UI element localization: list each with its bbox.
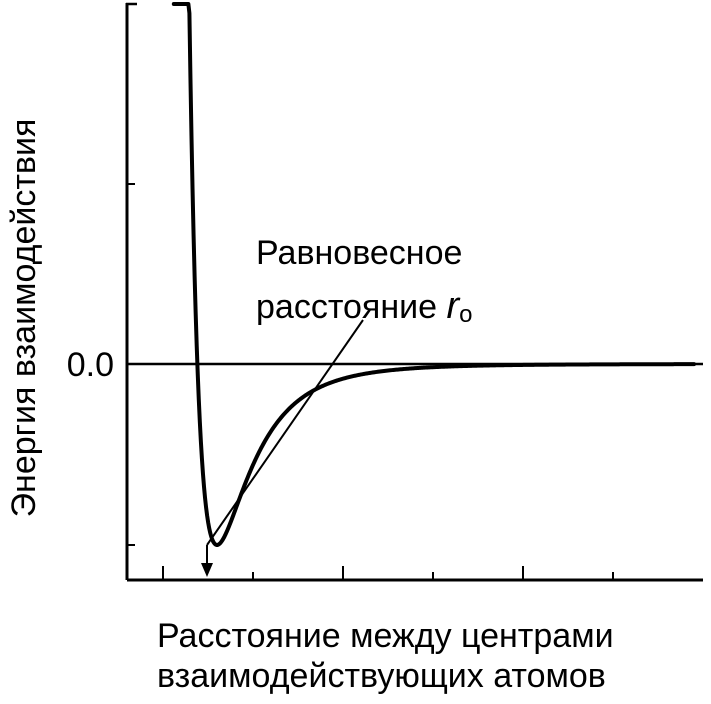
x-axis-label-line2: взаимодействующих атомов (157, 657, 606, 695)
annotation-subscript: o (459, 301, 472, 328)
annotation-symbol: r (446, 285, 460, 327)
annotation-line1: Равновесное (256, 234, 462, 272)
annotation-line2-text: расстояние (256, 288, 446, 326)
potential-curve-series (171, 2, 696, 547)
annotation-line2: расстояние ro (256, 285, 472, 328)
y-axis-label: Энергия взаимодействия (5, 119, 43, 518)
y-tick-label-zero: 0.0 (67, 346, 114, 384)
x-axis-label-line1: Расстояние между центрами (157, 617, 614, 655)
equilibrium-arrow-head (201, 563, 213, 577)
annotation-pointer-line (206, 319, 364, 546)
